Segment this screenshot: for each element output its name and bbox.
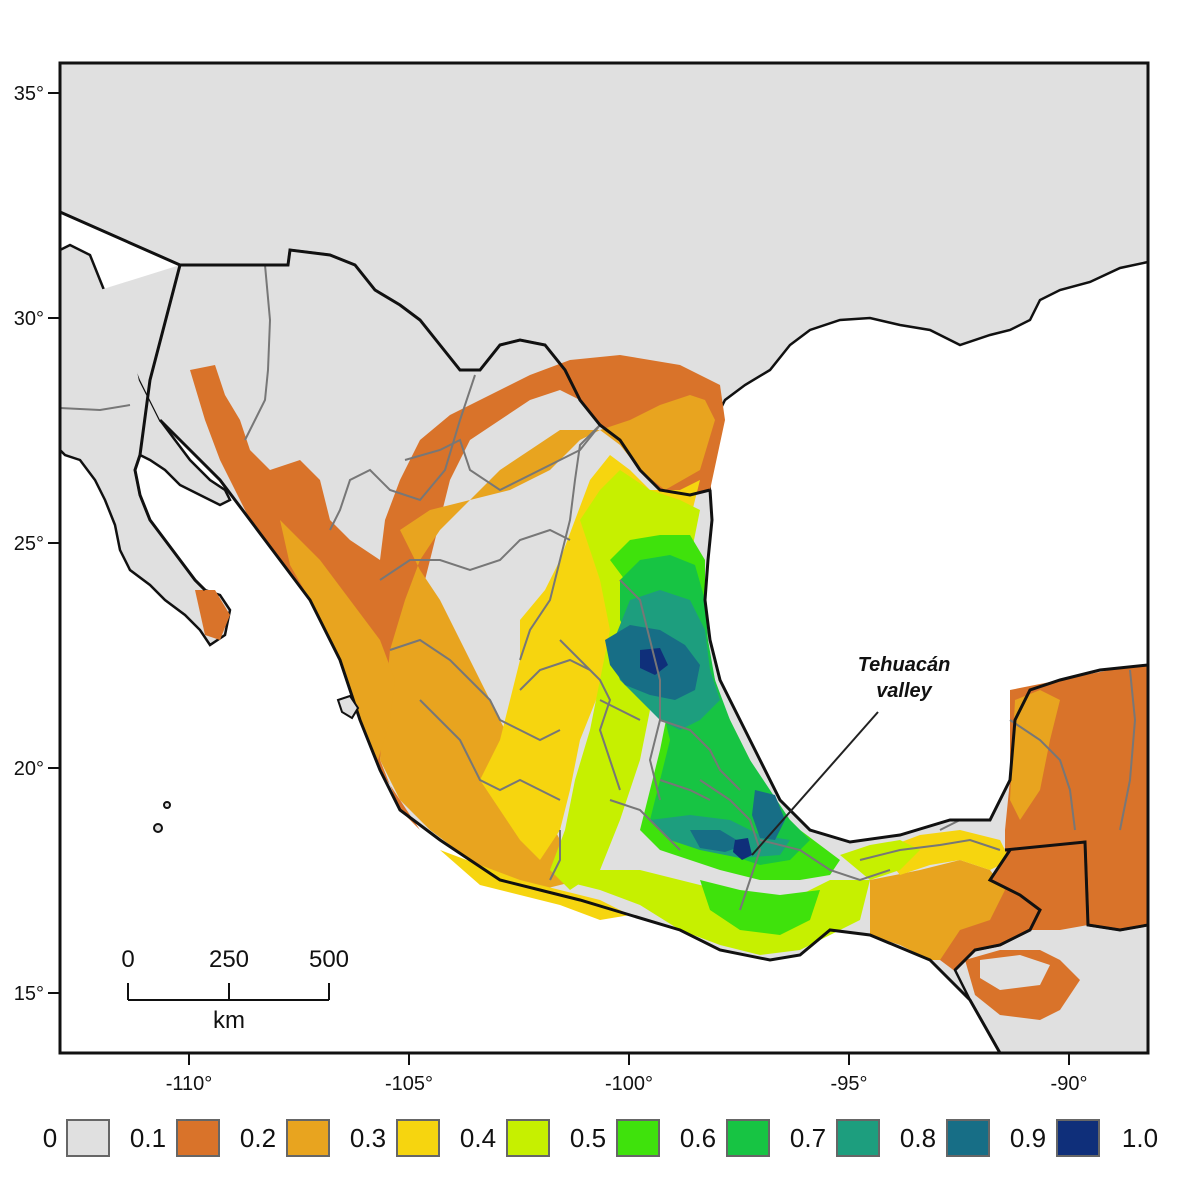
legend-label: 0 (43, 1123, 57, 1153)
annotation-line-2: valley (876, 680, 932, 702)
x-tick-label: -95° (831, 1073, 868, 1095)
y-axis: 35° 30° 25° 20° 15° (14, 83, 60, 1005)
legend-swatch (946, 1119, 990, 1157)
legend-label: 0.1 (130, 1123, 166, 1153)
y-tick-label: 35° (14, 83, 44, 105)
legend-swatch (66, 1119, 110, 1157)
scale-bar: 0 250 500 km (121, 946, 349, 1034)
scale-tick-label: 250 (209, 946, 249, 973)
legend: 0 0.1 0.2 0.3 0.4 0.5 0.6 0.7 0.8 0.9 1.… (43, 1119, 1158, 1157)
y-tick-label: 25° (14, 533, 44, 555)
scale-tick-label: 500 (309, 946, 349, 973)
legend-label: 0.4 (460, 1123, 496, 1153)
x-tick-label: -90° (1051, 1073, 1088, 1095)
legend-swatch (1056, 1119, 1100, 1157)
scale-tick-label: 0 (121, 946, 134, 973)
legend-label: 0.9 (1010, 1123, 1046, 1153)
legend-label: 0.6 (680, 1123, 716, 1153)
tehuacan-leader-line (751, 711, 879, 856)
islands (153, 694, 360, 833)
legend-swatch (396, 1119, 440, 1157)
y-tick-label: 15° (14, 983, 44, 1005)
legend-swatch (286, 1119, 330, 1157)
annotation-line-1: Tehuacán (858, 654, 951, 676)
legend-label: 0.8 (900, 1123, 936, 1153)
legend-label: 0.7 (790, 1123, 826, 1153)
legend-label: 1.0 (1122, 1123, 1158, 1153)
x-axis: -110° -105° -100° -95° -90° (166, 1053, 1088, 1095)
x-tick-label: -110° (166, 1073, 213, 1095)
legend-label: 0.5 (570, 1123, 606, 1153)
legend-swatch (616, 1119, 660, 1157)
x-tick-label: -100° (605, 1073, 653, 1095)
y-tick-label: 30° (14, 308, 44, 330)
legend-swatch (836, 1119, 880, 1157)
legend-swatch (176, 1119, 220, 1157)
country-borders (60, 210, 1148, 1053)
tehuacan-annotation: Tehuacán valley (858, 654, 951, 702)
legend-swatch (726, 1119, 770, 1157)
x-tick-label: -105° (385, 1073, 433, 1095)
map-frame (58, 61, 1150, 1055)
legend-label: 0.3 (350, 1123, 386, 1153)
legend-label: 0.2 (240, 1123, 276, 1153)
map-area (60, 63, 1148, 1053)
y-tick-label: 20° (14, 758, 44, 780)
scale-unit: km (213, 1007, 245, 1034)
legend-swatch (506, 1119, 550, 1157)
state-borders (60, 264, 1137, 911)
